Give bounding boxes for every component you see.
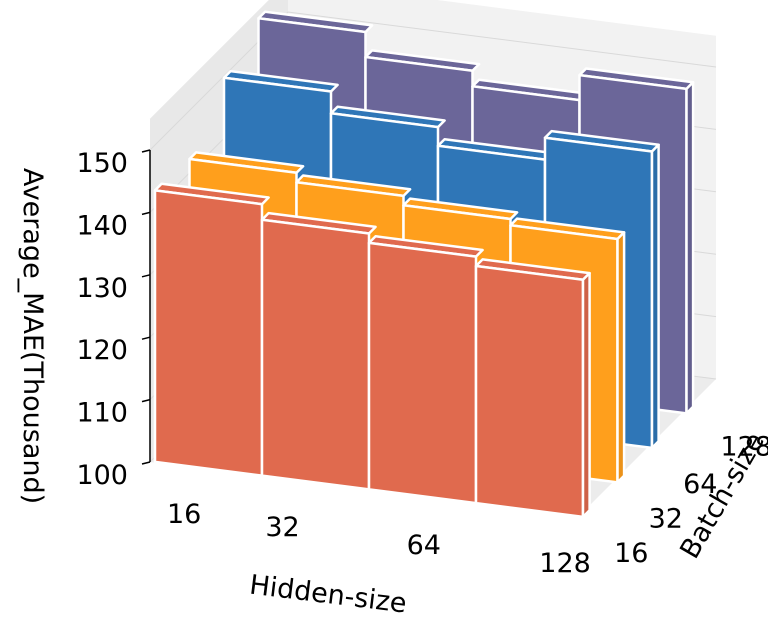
x-tick-label: 64: [407, 530, 441, 561]
y-tick-label: 32: [649, 503, 683, 534]
z-tick-mark: [141, 211, 151, 216]
x-tick-label: 32: [265, 512, 299, 543]
y-tick-label: 16: [614, 538, 648, 569]
y-tick-label: 128: [720, 432, 768, 463]
z-tick-label: 130: [76, 273, 128, 304]
x-tick-label: 128: [539, 548, 591, 579]
z-axis-label: Average_MAE(Thousand): [17, 168, 48, 504]
z-tick-label: 150: [76, 148, 128, 179]
z-tick-label: 100: [76, 460, 128, 491]
z-tick-label: 140: [76, 210, 128, 241]
bar: [153, 189, 264, 477]
z-tick-mark: [141, 274, 151, 278]
series-16: [153, 182, 591, 519]
grid-line: [149, 11, 717, 151]
bar: [474, 264, 585, 519]
bar-side: [685, 81, 695, 415]
z-tick-label: 110: [76, 398, 128, 429]
x-axis-label: Hidden-size: [248, 570, 409, 620]
bar-side: [581, 271, 591, 519]
z-tick-mark: [141, 461, 151, 465]
z-tick-mark: [141, 398, 151, 403]
bar: [260, 218, 371, 491]
y-tick-label: 64: [683, 469, 717, 500]
bar: [367, 241, 478, 505]
x-tick-label: 16: [167, 499, 201, 530]
bar-side: [616, 231, 626, 484]
z-tick-label: 120: [76, 335, 128, 366]
z-tick-mark: [141, 336, 151, 340]
bar-side: [650, 143, 660, 450]
z-tick-mark: [141, 149, 151, 153]
